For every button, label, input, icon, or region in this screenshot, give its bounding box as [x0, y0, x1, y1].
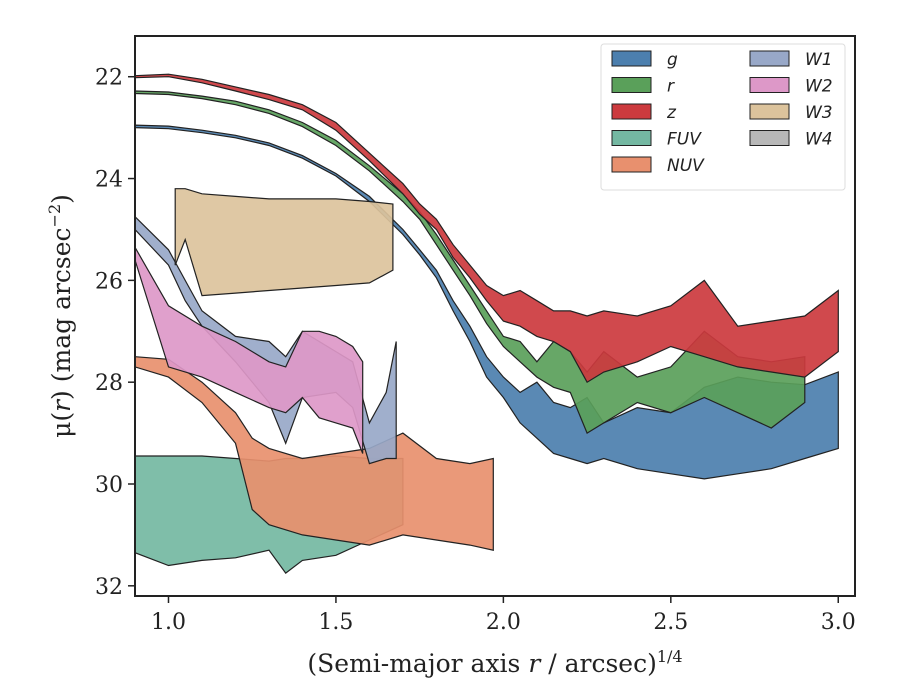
legend-swatch-w4: [749, 130, 790, 146]
y-tick-label: 28: [95, 371, 123, 396]
y-tick-label: 24: [95, 168, 123, 193]
legend-label-z: z: [666, 103, 677, 123]
y-tick-label: 32: [95, 575, 123, 600]
y-axis-label: μ(r) (mag arcsec−2): [45, 194, 76, 438]
legend-label-nuv: NUV: [667, 156, 705, 176]
series-band-w2: [135, 246, 364, 454]
legend-label-fuv: FUV: [667, 130, 702, 150]
x-tick-label: 2.5: [653, 610, 688, 635]
legend-swatch-z: [611, 103, 652, 120]
series-band-z: [135, 73, 839, 384]
y-tick-label: 26: [95, 269, 123, 294]
y-axis: 22 24 26 28 30 32: [95, 66, 135, 600]
legend-label-w4: W4: [805, 130, 833, 150]
legend-label-w3: W3: [805, 103, 833, 123]
y-tick-label: 22: [95, 66, 123, 91]
legend-label-w2: W2: [805, 77, 833, 97]
legend-swatch-nuv: [611, 156, 652, 173]
y-tick-label: 30: [95, 473, 123, 498]
legend-label-g: g: [667, 50, 678, 70]
legend-swatch-fuv: [611, 130, 652, 146]
legend-label-r: r: [667, 77, 675, 97]
legend-swatch-g: [611, 50, 652, 67]
x-tick-label: 1.0: [151, 610, 186, 635]
series-band-nuv: [135, 356, 494, 551]
x-axis: 1.0 1.5 2.0 2.5 3.0: [151, 596, 856, 635]
x-axis-label: (Semi-major axis r / arcsec)1/4: [307, 647, 682, 678]
legend-label-w1: W1: [805, 50, 833, 70]
x-tick-label: 2.0: [486, 610, 521, 635]
x-tick-label: 3.0: [821, 610, 856, 635]
series-bands: [135, 73, 839, 574]
legend-swatch-w3: [749, 103, 790, 120]
x-tick-label: 1.5: [318, 610, 353, 635]
legend-swatch-w2: [749, 77, 790, 93]
series-band-g: [135, 124, 839, 480]
legend-swatch-w1: [749, 50, 790, 67]
legend-swatch-r: [611, 77, 652, 93]
legend: grz FUV NUV W1 W2 W3 W4: [600, 43, 846, 191]
plot-frame: [134, 35, 856, 597]
series-band-w3: [174, 188, 394, 297]
